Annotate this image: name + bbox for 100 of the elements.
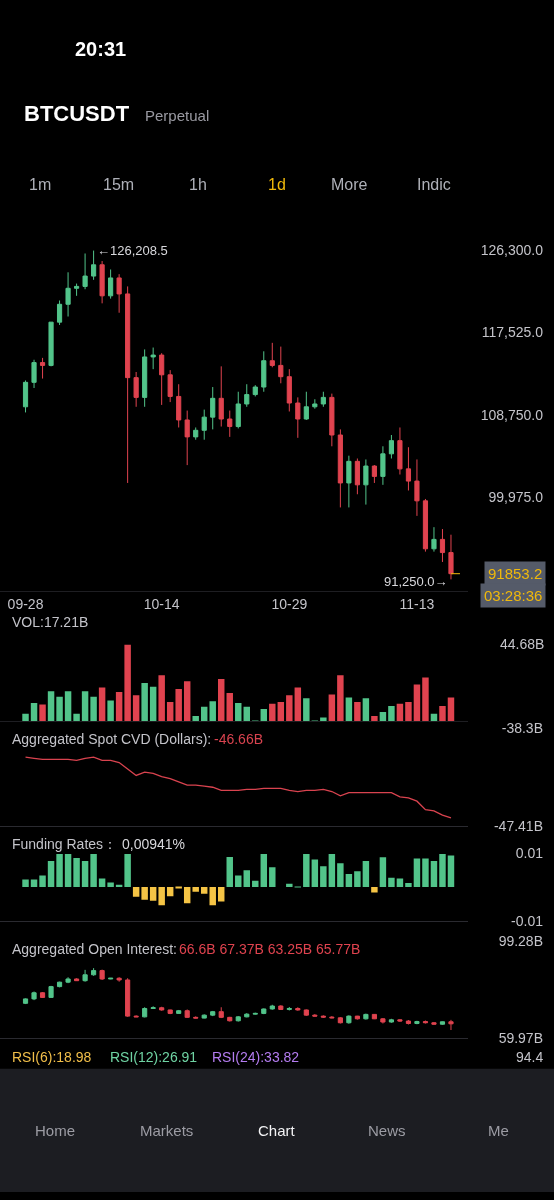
candlestick (414, 1020, 420, 1025)
candlestick (48, 985, 54, 998)
text: BTCUSDT (24, 101, 130, 126)
candlestick (439, 1021, 446, 1026)
bar (311, 859, 319, 888)
candlestick (439, 528, 446, 563)
x-tick-label: 11-13 (399, 595, 435, 612)
candlestick (337, 428, 343, 508)
candlestick (278, 346, 284, 384)
candlestick (82, 969, 88, 983)
candlestick (320, 391, 326, 408)
bar (175, 689, 182, 722)
y-tick-label: 126,300.0 (480, 241, 544, 258)
candlestick (397, 426, 403, 475)
candlestick (184, 410, 190, 466)
x-tick-label: 10-29 (271, 595, 308, 612)
candlestick (22, 379, 29, 413)
bar (183, 887, 191, 904)
bar (73, 713, 80, 722)
bar (413, 684, 421, 722)
bar (192, 715, 199, 722)
bar (149, 887, 157, 901)
candlestick (108, 977, 114, 980)
bar (22, 713, 29, 722)
bar (396, 878, 404, 888)
bar (362, 860, 370, 888)
bar (252, 880, 259, 888)
bar (39, 875, 46, 888)
bar (286, 883, 293, 888)
candlestick (159, 352, 165, 406)
candlestick (65, 976, 71, 984)
y-tick-label: -47.41B (493, 817, 543, 834)
candlestick (295, 1006, 301, 1012)
candlestick (91, 250, 97, 281)
bar (209, 887, 216, 906)
candlestick (65, 271, 71, 317)
candlestick (218, 365, 224, 428)
bar (260, 853, 268, 888)
bar (56, 853, 63, 888)
bar (286, 695, 293, 722)
candlestick (295, 396, 301, 439)
candlestick (303, 1008, 309, 1017)
candlestick (354, 458, 360, 495)
text: 1d (268, 176, 286, 193)
chart-subtitle: 66.6B 67.37B 63.25B 65.77B (179, 941, 361, 957)
bar (149, 686, 157, 722)
candlestick (252, 384, 258, 397)
candlestick (82, 252, 88, 290)
candlestick (286, 368, 292, 412)
y-tick-label: 59.97B (498, 1029, 543, 1046)
candlestick (150, 347, 156, 370)
y-tick-label: -38.3B (501, 720, 543, 737)
bar (175, 886, 182, 889)
text: Home (35, 1122, 76, 1139)
bar (200, 887, 208, 894)
candlestick (125, 285, 131, 484)
candlestick (108, 268, 114, 300)
candlestick (210, 386, 216, 430)
bar (388, 877, 395, 888)
bar (337, 863, 344, 888)
bar (235, 702, 242, 722)
candlestick (397, 1018, 403, 1023)
candlestick (201, 1013, 207, 1019)
bar (81, 691, 89, 722)
bar (226, 692, 233, 722)
bar (115, 692, 123, 722)
candlestick (329, 393, 335, 447)
chart-title: Aggregated Spot CVD (Dollars): (12, 731, 212, 747)
candlestick (31, 991, 37, 1001)
candlestick (346, 455, 352, 508)
bar (107, 700, 114, 722)
bar (379, 712, 387, 722)
candlestick (133, 371, 139, 408)
candlestick (39, 357, 46, 380)
bar (422, 858, 429, 888)
bar (320, 866, 327, 888)
candlestick (39, 991, 46, 999)
candlestick (422, 498, 429, 553)
bar (388, 705, 395, 722)
candlestick (99, 969, 105, 981)
bar (371, 887, 378, 893)
candlestick (142, 348, 148, 408)
text: Indic (417, 176, 451, 193)
candlestick (405, 446, 412, 491)
bar (39, 704, 46, 722)
candlestick (363, 458, 369, 506)
ref-line-label: 91853.2 (488, 565, 543, 582)
candlestick (99, 260, 105, 304)
candlestick (388, 434, 394, 460)
bar (132, 695, 140, 722)
candlestick (244, 383, 250, 408)
bar (98, 878, 106, 888)
candlestick (346, 1014, 352, 1025)
candlestick (193, 1015, 199, 1019)
bar (269, 867, 276, 888)
bar (345, 697, 353, 722)
bar (192, 887, 199, 892)
candlestick (74, 283, 80, 297)
text: 1h (189, 176, 207, 193)
candlestick (371, 464, 377, 484)
